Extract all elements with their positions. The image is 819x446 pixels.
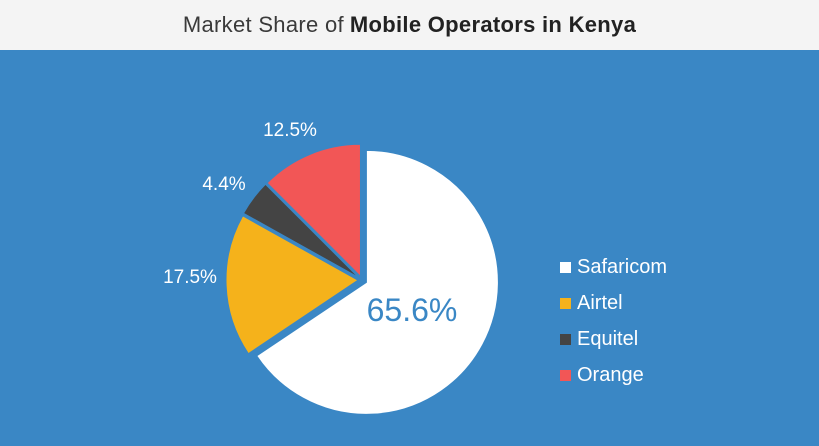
- legend-swatch-airtel: [560, 297, 571, 309]
- pie-slice-orange: [266, 143, 361, 278]
- legend: Safaricom Airtel Equitel Orange: [560, 256, 667, 386]
- chart-title-bold: Mobile Operators in Kenya: [349, 12, 637, 37]
- pie-slice-safaricom: [256, 149, 499, 415]
- legend-label: Orange: [577, 363, 644, 386]
- pie-chart: 65.6% 17.5% 4.4% 12.5%: [163, 120, 499, 415]
- pie-slice-equitel: [242, 183, 360, 279]
- legend-item-equitel: Equitel: [560, 328, 667, 350]
- data-label-orange: 12.5%: [263, 120, 317, 141]
- legend-label: Airtel: [577, 291, 623, 314]
- legend-label: Equitel: [577, 327, 639, 350]
- data-label-equitel: 4.4%: [202, 174, 245, 195]
- legend-label: Safaricom: [577, 255, 668, 278]
- pie-slice-airtel: [225, 215, 359, 355]
- data-label-safaricom: 65.6%: [367, 292, 458, 328]
- legend-item-airtel: Airtel: [560, 292, 667, 314]
- chart-area: 65.6% 17.5% 4.4% 12.5% Safaricom Airtel Equ…: [0, 50, 819, 446]
- legend-item-orange: Orange: [560, 364, 667, 386]
- legend-item-safaricom: Safaricom: [560, 256, 667, 278]
- chart-title: Market Share of Mobile Operators in Keny…: [0, 0, 819, 50]
- chart-title-light: Market Share of: [182, 12, 344, 37]
- legend-swatch-equitel: [560, 333, 571, 345]
- legend-swatch-safaricom: [560, 261, 571, 273]
- legend-swatch-orange: [560, 369, 571, 381]
- data-label-airtel: 17.5%: [163, 267, 217, 288]
